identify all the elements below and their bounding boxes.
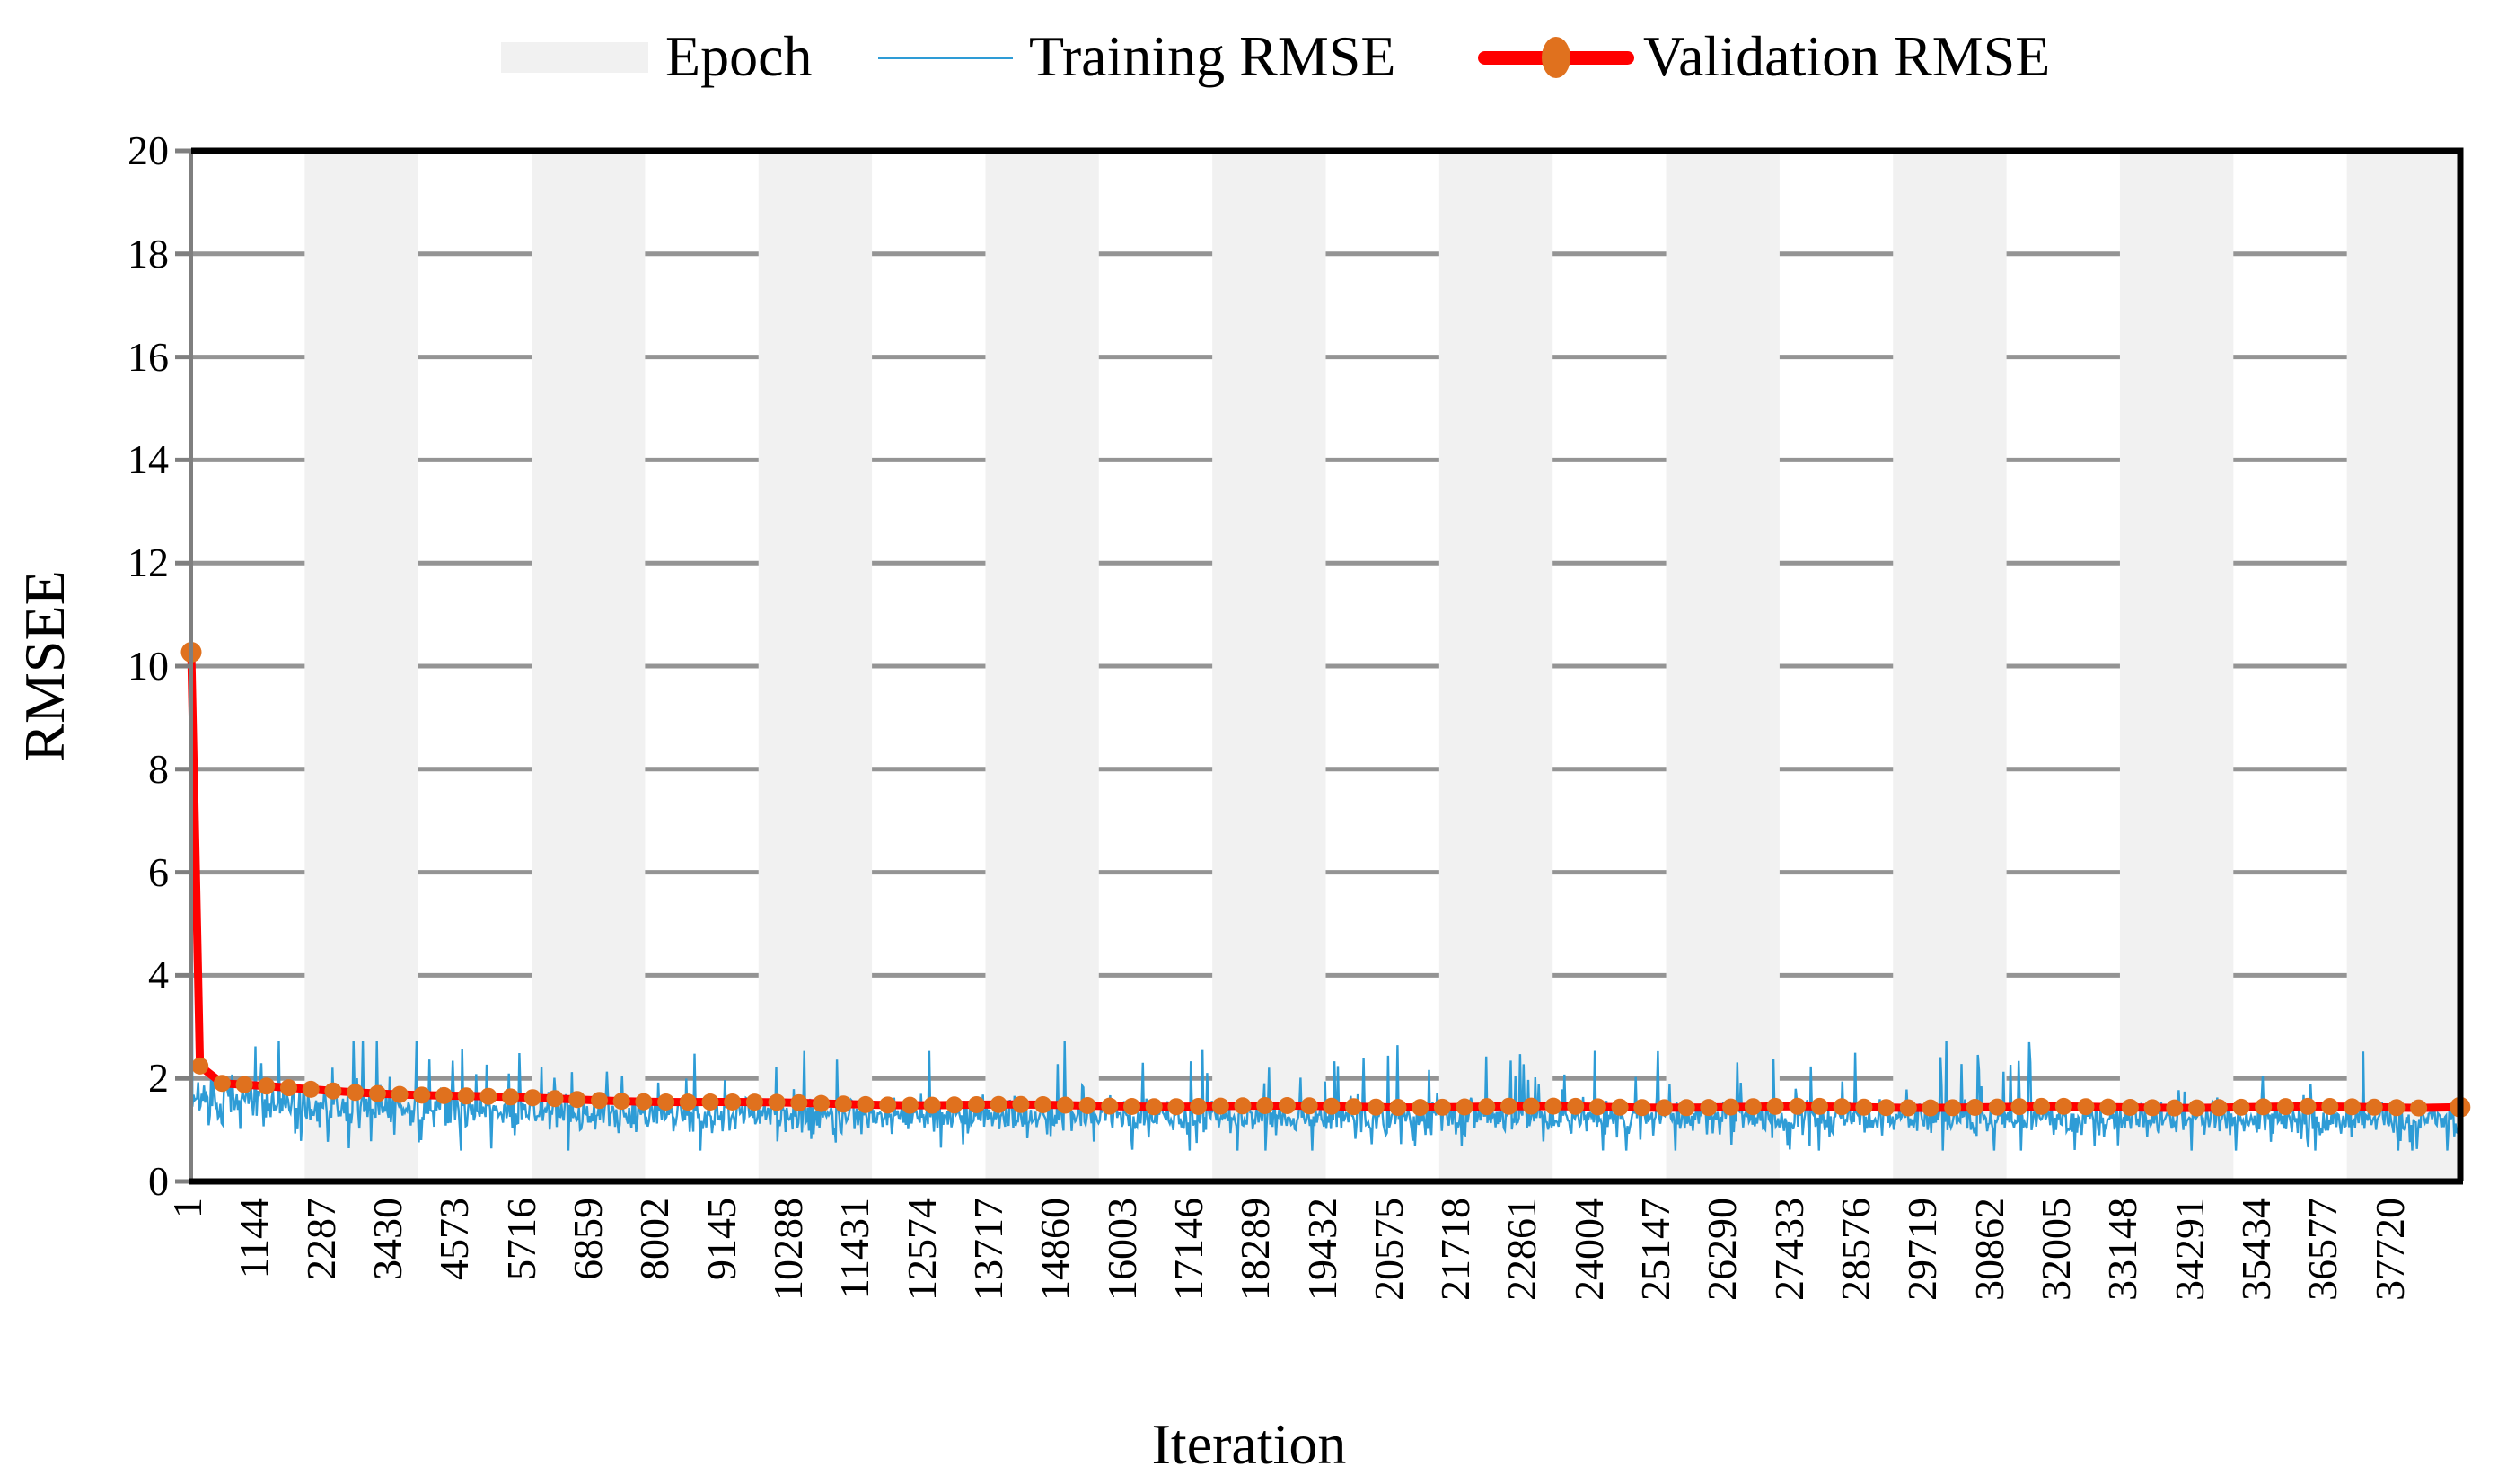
legend-validation-marker-swatch xyxy=(1542,37,1570,78)
y-tick-label: 6 xyxy=(148,848,169,895)
legend-label-training: Training RMSE xyxy=(1029,24,1396,88)
y-tick-label: 0 xyxy=(148,1158,169,1204)
y-tick-label: 8 xyxy=(148,745,169,792)
y-tick-label: 4 xyxy=(148,952,169,998)
y-tick-label: 14 xyxy=(128,436,169,483)
epoch-bands xyxy=(304,151,2460,1181)
x-axis-title: Iteration xyxy=(1151,1412,1347,1476)
legend-training-line-swatch xyxy=(878,57,1013,59)
y-tick-label: 2 xyxy=(148,1055,169,1102)
plot-border-top-right xyxy=(191,147,2464,1181)
legend-epoch-band-swatch xyxy=(501,42,648,73)
y-tick-label: 16 xyxy=(128,333,169,380)
legend-label-epoch: Epoch xyxy=(665,24,813,88)
legend-label-validation: Validation RMSE xyxy=(1643,24,2051,88)
validation-rmse-markers xyxy=(180,642,2471,1118)
y-tick-label: 20 xyxy=(128,127,169,173)
y-tick-label: 18 xyxy=(128,230,169,277)
y-tick-label: 10 xyxy=(128,643,169,689)
y-tick-label: 12 xyxy=(128,540,169,586)
